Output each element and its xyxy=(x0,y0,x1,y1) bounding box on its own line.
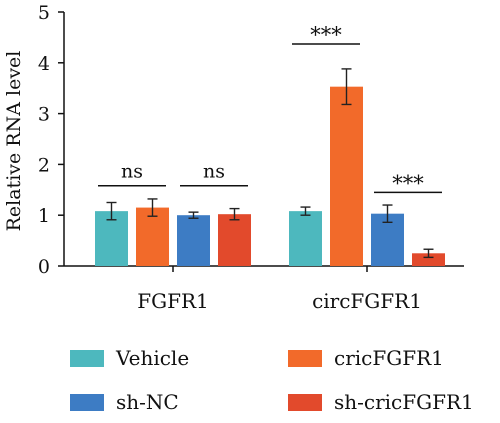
y-tick-label: 4 xyxy=(38,53,50,75)
y-tick-label: 3 xyxy=(38,104,50,126)
significance-label: ns xyxy=(203,161,225,183)
y-tick-label: 1 xyxy=(38,205,50,227)
bar xyxy=(177,215,210,266)
significance-label: ns xyxy=(121,161,143,183)
legend-label: sh-NC xyxy=(116,390,179,414)
x-tick-label: circFGFR1 xyxy=(312,289,422,313)
y-tick-label: 0 xyxy=(38,256,50,278)
bar xyxy=(136,207,169,266)
bar xyxy=(289,211,322,266)
significance-label: *** xyxy=(392,171,424,195)
legend-swatch xyxy=(70,350,104,367)
bar xyxy=(218,214,251,266)
x-tick-label: FGFR1 xyxy=(137,289,209,313)
legend-swatch xyxy=(288,350,322,367)
bars-group xyxy=(95,68,445,267)
legend-item: Vehicle xyxy=(70,346,189,370)
legend: Vehicle cricFGFR1 sh-NC sh-cricFGFR1 xyxy=(70,346,474,414)
significance-label: *** xyxy=(310,23,342,47)
bar xyxy=(330,86,363,267)
legend-label: sh-cricFGFR1 xyxy=(334,390,474,414)
legend-item: sh-cricFGFR1 xyxy=(288,390,474,414)
axes: 0 1 2 3 4 5 FGFR1 circFGFR1 xyxy=(38,2,464,313)
legend-item: sh-NC xyxy=(70,390,179,414)
y-tick-label: 2 xyxy=(38,154,50,176)
bar xyxy=(412,253,445,266)
legend-label: Vehicle xyxy=(115,346,189,370)
annotations-group: ns ns *** *** xyxy=(98,23,442,195)
y-tick-label: 5 xyxy=(38,2,50,24)
legend-swatch xyxy=(288,394,322,411)
y-axis-label: Relative RNA level xyxy=(3,51,25,232)
legend-swatch xyxy=(70,394,104,411)
legend-label: cricFGFR1 xyxy=(334,346,444,370)
legend-item: cricFGFR1 xyxy=(288,346,444,370)
